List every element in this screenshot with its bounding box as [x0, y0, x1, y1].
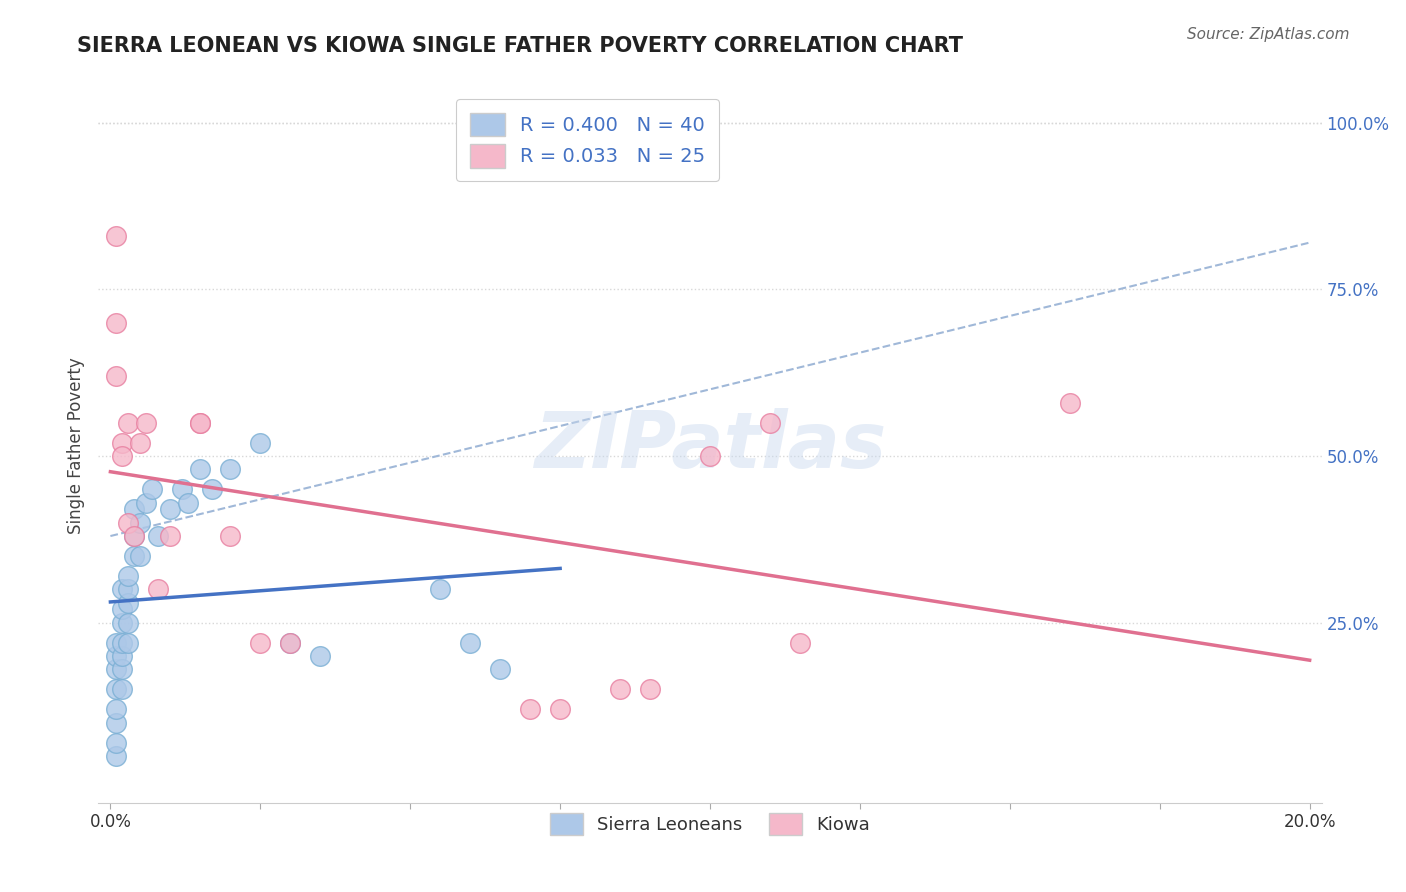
Point: [172, 483, 194, 497]
Point: [117, 516, 139, 530]
Point: [129, 435, 152, 450]
Text: SIERRA LEONEAN VS KIOWA SINGLE FATHER POVERTY CORRELATION CHART: SIERRA LEONEAN VS KIOWA SINGLE FATHER PO…: [77, 36, 963, 55]
Point: [278, 636, 301, 650]
Point: [129, 516, 152, 530]
Point: [105, 636, 128, 650]
Point: [759, 416, 782, 430]
Point: [201, 483, 224, 497]
Point: [117, 636, 139, 650]
Point: [111, 636, 134, 650]
Point: [105, 662, 128, 676]
Point: [249, 636, 271, 650]
Point: [124, 529, 146, 543]
Point: [309, 649, 332, 664]
Point: [177, 496, 200, 510]
Point: [699, 449, 721, 463]
Legend: Sierra Leoneans, Kiowa: Sierra Leoneans, Kiowa: [541, 804, 879, 844]
Point: [117, 582, 139, 597]
Point: [124, 529, 146, 543]
Point: [105, 682, 128, 697]
Point: [105, 715, 128, 730]
Point: [105, 736, 128, 750]
Point: [111, 682, 134, 697]
Point: [148, 582, 170, 597]
Point: [105, 749, 128, 764]
Point: [105, 702, 128, 716]
Point: [141, 483, 163, 497]
Point: [159, 529, 181, 543]
Point: [124, 502, 146, 516]
Point: [105, 228, 128, 243]
Point: [188, 462, 211, 476]
Point: [111, 662, 134, 676]
Point: [117, 596, 139, 610]
Point: [458, 636, 481, 650]
Point: [1059, 395, 1081, 409]
Point: [188, 416, 211, 430]
Point: [117, 615, 139, 630]
Point: [638, 682, 661, 697]
Point: [278, 636, 301, 650]
Point: [111, 649, 134, 664]
Point: [111, 615, 134, 630]
Point: [135, 416, 157, 430]
Point: [249, 435, 271, 450]
Point: [129, 549, 152, 563]
Point: [117, 416, 139, 430]
Point: [111, 582, 134, 597]
Point: [219, 529, 242, 543]
Point: [519, 702, 541, 716]
Point: [105, 649, 128, 664]
Point: [489, 662, 512, 676]
Point: [105, 316, 128, 330]
Point: [124, 549, 146, 563]
Point: [548, 702, 571, 716]
Point: [135, 496, 157, 510]
Point: [111, 602, 134, 616]
Point: [105, 368, 128, 383]
Point: [429, 582, 451, 597]
Y-axis label: Single Father Poverty: Single Father Poverty: [67, 358, 86, 534]
Point: [111, 435, 134, 450]
Point: [789, 636, 811, 650]
Text: ZIPatlas: ZIPatlas: [534, 408, 886, 484]
Point: [111, 449, 134, 463]
Point: [159, 502, 181, 516]
Point: [117, 569, 139, 583]
Text: Source: ZipAtlas.com: Source: ZipAtlas.com: [1187, 27, 1350, 42]
Point: [188, 416, 211, 430]
Point: [148, 529, 170, 543]
Point: [219, 462, 242, 476]
Point: [609, 682, 631, 697]
